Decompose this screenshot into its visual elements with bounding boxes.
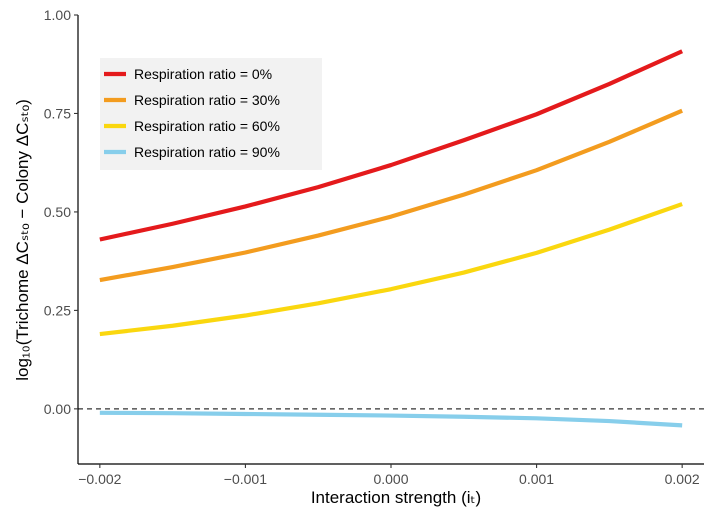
y-axis-title: log₁₀(Trichome ΔCₛₜₒ − Colony ΔCₛₜₒ) bbox=[13, 99, 32, 381]
legend-background bbox=[100, 58, 322, 170]
legend-label: Respiration ratio = 0% bbox=[134, 66, 272, 82]
y-tick-label: 0.75 bbox=[44, 105, 71, 121]
legend-label: Respiration ratio = 30% bbox=[134, 92, 280, 108]
x-tick-label: 0.002 bbox=[665, 471, 700, 487]
y-tick-label: 0.25 bbox=[44, 302, 71, 318]
x-tick-label: −0.002 bbox=[78, 471, 121, 487]
x-tick-label: 0.000 bbox=[373, 471, 408, 487]
y-tick-label: 0.00 bbox=[44, 401, 71, 417]
x-axis-title: Interaction strength (iₜ) bbox=[311, 488, 481, 507]
y-tick-label: 1.00 bbox=[44, 7, 71, 23]
legend-label: Respiration ratio = 90% bbox=[134, 144, 280, 160]
legend-label: Respiration ratio = 60% bbox=[134, 118, 280, 134]
series-line-1 bbox=[99, 49, 684, 242]
axes: 0.00 0.25 0.50 0.75 1.00 −0.002 −0.001 0.000 0.0… bbox=[44, 7, 704, 487]
series-line-2 bbox=[99, 108, 683, 283]
y-tick-label: 0.50 bbox=[44, 204, 71, 220]
series-line-3 bbox=[99, 202, 683, 337]
legend: Respiration ratio = 0% Respiration ratio … bbox=[100, 58, 322, 170]
series-line-4 bbox=[99, 410, 683, 428]
x-tick-label: −0.001 bbox=[224, 471, 267, 487]
x-tick-label: 0.001 bbox=[519, 471, 554, 487]
